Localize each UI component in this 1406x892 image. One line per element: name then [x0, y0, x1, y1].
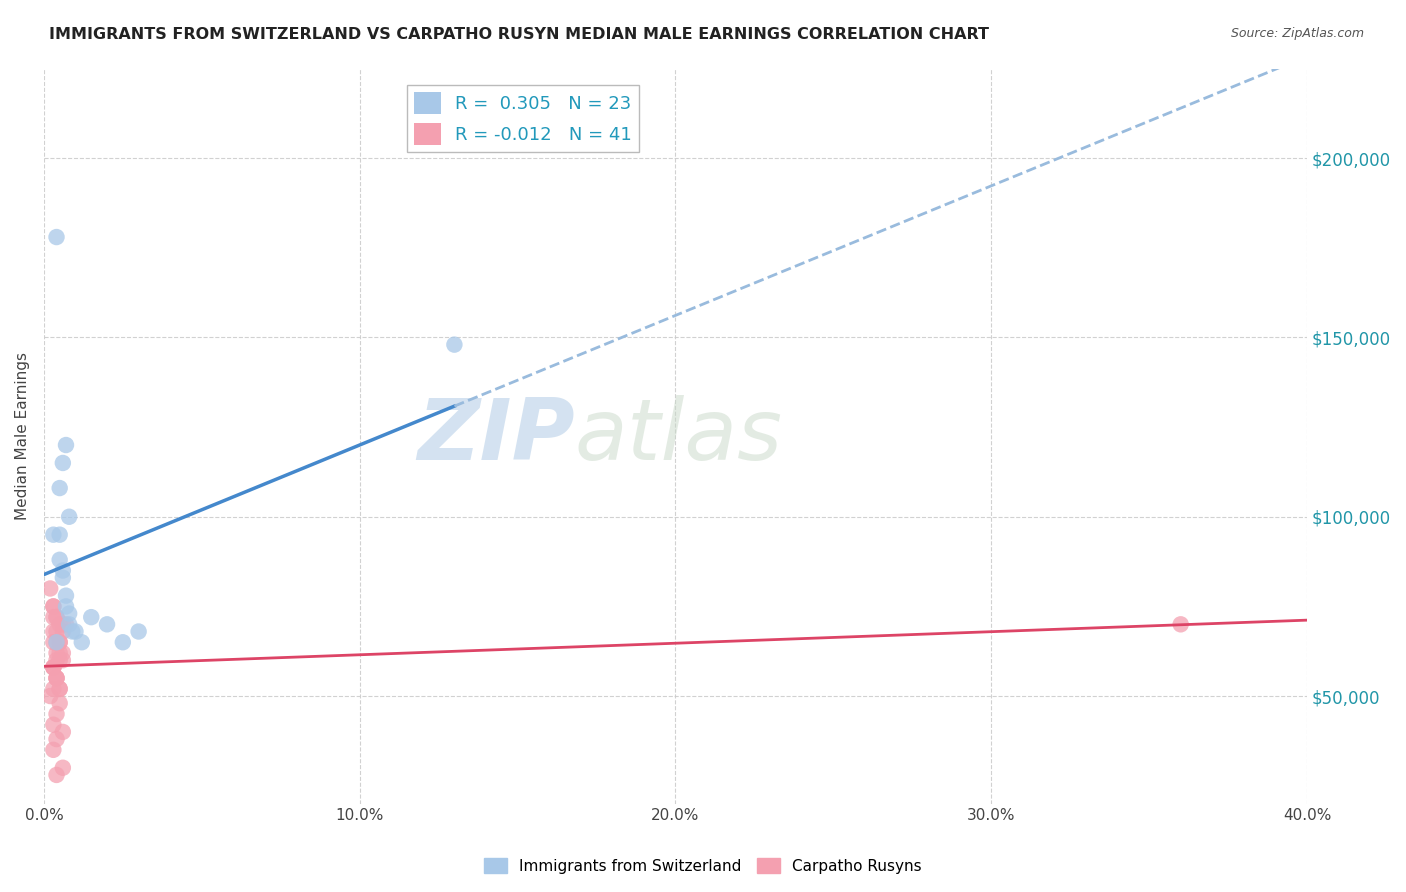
Point [55, 589, 77, 603]
Point [42, 610, 65, 624]
Point [55, 617, 77, 632]
Point [48, 646, 70, 660]
Point [42, 660, 65, 674]
Point [55, 438, 77, 452]
Point [42, 660, 65, 674]
Point [42, 660, 65, 674]
Point [52, 725, 75, 739]
Point [45, 671, 67, 685]
Point [48, 635, 70, 649]
Point [52, 653, 75, 667]
Point [45, 635, 67, 649]
Point [48, 653, 70, 667]
Point [39, 689, 62, 703]
Point [42, 599, 65, 614]
Text: ZIP: ZIP [416, 394, 575, 477]
Point [52, 624, 75, 639]
Point [45, 671, 67, 685]
Point [45, 635, 67, 649]
Point [65, 624, 87, 639]
Point [58, 617, 80, 632]
Point [52, 646, 75, 660]
Point [58, 607, 80, 621]
Point [52, 456, 75, 470]
Point [52, 761, 75, 775]
Point [42, 624, 65, 639]
Point [52, 564, 75, 578]
Point [70, 635, 93, 649]
Point [45, 230, 67, 244]
Point [48, 635, 70, 649]
Y-axis label: Median Male Earnings: Median Male Earnings [15, 352, 30, 520]
Point [60, 624, 83, 639]
Text: Source: ZipAtlas.com: Source: ZipAtlas.com [1230, 27, 1364, 40]
Point [1170, 617, 1192, 632]
Point [48, 681, 70, 696]
Text: IMMIGRANTS FROM SWITZERLAND VS CARPATHO RUSYN MEDIAN MALE EARNINGS CORRELATION C: IMMIGRANTS FROM SWITZERLAND VS CARPATHO … [49, 27, 990, 42]
Point [48, 681, 70, 696]
Point [42, 635, 65, 649]
Point [48, 696, 70, 710]
Point [111, 635, 134, 649]
Point [42, 681, 65, 696]
Point [45, 624, 67, 639]
Point [42, 527, 65, 541]
Point [45, 768, 67, 782]
Point [42, 717, 65, 731]
Point [42, 599, 65, 614]
Point [48, 527, 70, 541]
Point [48, 481, 70, 495]
Point [443, 337, 465, 351]
Point [42, 743, 65, 757]
Point [80, 610, 103, 624]
Point [96, 617, 118, 632]
Point [45, 706, 67, 721]
Legend: Immigrants from Switzerland, Carpatho Rusyns: Immigrants from Switzerland, Carpatho Ru… [478, 852, 928, 880]
Point [45, 671, 67, 685]
Point [128, 624, 150, 639]
Point [45, 610, 67, 624]
Point [45, 646, 67, 660]
Point [58, 509, 80, 524]
Point [45, 653, 67, 667]
Point [39, 582, 62, 596]
Point [52, 617, 75, 632]
Point [45, 610, 67, 624]
Point [55, 599, 77, 614]
Text: atlas: atlas [575, 394, 782, 477]
Point [45, 732, 67, 747]
Point [48, 617, 70, 632]
Point [52, 571, 75, 585]
Legend: R =  0.305   N = 23, R = -0.012   N = 41: R = 0.305 N = 23, R = -0.012 N = 41 [406, 85, 640, 153]
Point [48, 553, 70, 567]
